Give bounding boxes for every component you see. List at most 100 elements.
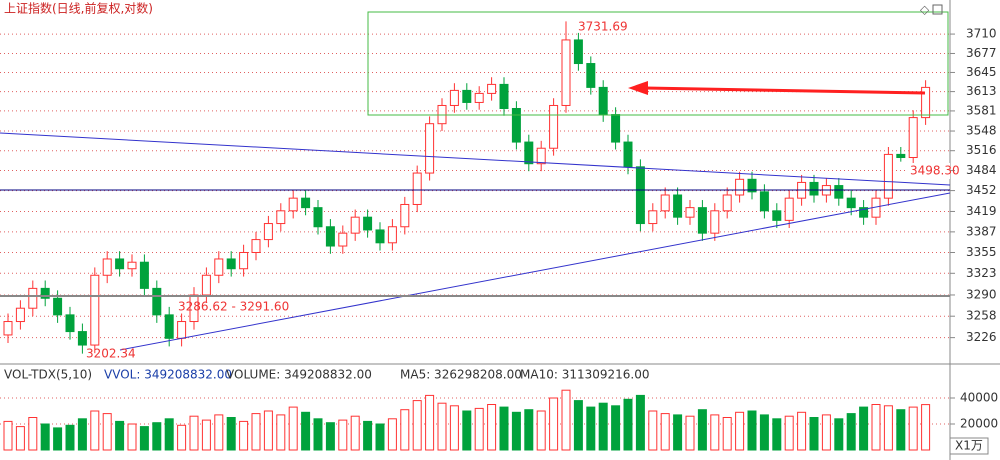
indicator: VOLUME: 349208832.00 bbox=[226, 368, 372, 382]
candle-body bbox=[251, 239, 261, 253]
candle-body bbox=[164, 314, 174, 339]
volume-bar bbox=[288, 406, 298, 451]
volume-bar bbox=[425, 394, 435, 451]
volume-bar bbox=[586, 406, 596, 451]
y-tick-label: 3258 bbox=[966, 309, 997, 323]
volume-bar bbox=[102, 413, 112, 451]
volume-bar bbox=[65, 424, 75, 451]
volume-bar bbox=[400, 409, 410, 451]
candle-body bbox=[77, 331, 87, 346]
volume-bar bbox=[201, 419, 211, 451]
y-tick-label: 3710 bbox=[966, 27, 997, 41]
candle-body bbox=[635, 166, 645, 225]
candle-body bbox=[685, 207, 695, 218]
y-tick-label: 3419 bbox=[966, 204, 997, 218]
volume-bar bbox=[263, 410, 273, 451]
candle-body bbox=[499, 83, 509, 109]
candle-body bbox=[350, 216, 360, 234]
volume-bar bbox=[908, 406, 918, 451]
candle-body bbox=[859, 207, 869, 218]
volume-bar bbox=[598, 402, 608, 451]
candle-body bbox=[735, 178, 745, 196]
candle-body bbox=[586, 63, 596, 88]
candle-body bbox=[511, 107, 521, 143]
chart-title: 上证指数(日线,前复权,对数) bbox=[4, 1, 153, 16]
icon[interactable]: ◇ bbox=[920, 3, 930, 17]
candle-body bbox=[201, 274, 211, 296]
y-tick-label: 20000 bbox=[960, 417, 998, 431]
candle-body bbox=[809, 181, 819, 196]
y-tick-label: 3484 bbox=[966, 163, 997, 177]
volume-bar bbox=[127, 423, 137, 451]
candle-body bbox=[40, 287, 50, 299]
candle-body bbox=[226, 258, 236, 270]
volume-bar bbox=[28, 417, 38, 451]
volume-bar bbox=[387, 418, 397, 451]
y-tick-label: 3355 bbox=[966, 245, 997, 259]
volume-bar bbox=[697, 409, 707, 451]
icon[interactable] bbox=[932, 4, 943, 15]
label-box bbox=[906, 163, 950, 179]
volume-bar bbox=[301, 411, 311, 451]
volume-bar bbox=[251, 413, 261, 451]
volume-bar bbox=[685, 415, 695, 451]
candle-body bbox=[722, 194, 732, 212]
candle-body bbox=[648, 210, 658, 225]
volume-bar bbox=[325, 422, 335, 451]
y-tick-label: 3452 bbox=[966, 183, 997, 197]
volume-bar bbox=[152, 422, 162, 451]
unit-label: X1万 bbox=[955, 439, 983, 453]
annotation: 3498.30 bbox=[910, 164, 960, 178]
candle-body bbox=[772, 210, 782, 221]
candle-body bbox=[65, 314, 75, 333]
volume-bar bbox=[648, 410, 658, 451]
candle-body bbox=[425, 123, 435, 174]
indicator: VVOL: 349208832.00 bbox=[104, 368, 232, 382]
candle-body bbox=[301, 197, 311, 209]
candle-body bbox=[883, 153, 893, 199]
candle-body bbox=[288, 197, 298, 212]
volume-bar bbox=[784, 415, 794, 451]
candle-body bbox=[846, 197, 856, 209]
volume-bar bbox=[115, 420, 125, 451]
candle-body bbox=[710, 210, 720, 234]
selection-box bbox=[367, 11, 949, 116]
annotation: 3202.34 bbox=[86, 347, 136, 361]
volume-bar bbox=[164, 418, 174, 451]
candle-body bbox=[759, 191, 769, 212]
candle-body bbox=[263, 223, 273, 241]
candle-body bbox=[524, 141, 534, 165]
y-tick-label: 3548 bbox=[966, 124, 997, 138]
volume-title: VOL-TDX(5,10) bbox=[4, 368, 92, 382]
annotation: 3286.62 - 3291.60 bbox=[178, 300, 289, 314]
volume-bar bbox=[573, 400, 583, 451]
volume-bar bbox=[177, 424, 187, 451]
volume-bar bbox=[623, 398, 633, 451]
candle-body bbox=[536, 147, 546, 165]
y-tick-label: 40000 bbox=[960, 391, 998, 405]
volume-bar bbox=[735, 411, 745, 451]
volume-bar bbox=[139, 426, 149, 451]
candle-body bbox=[623, 141, 633, 168]
candle-body bbox=[28, 287, 38, 309]
candle-body bbox=[784, 197, 794, 221]
candle-body bbox=[387, 226, 397, 244]
candle-body bbox=[239, 251, 249, 270]
indicator: MA5: 326298208.00 bbox=[400, 368, 522, 382]
volume-bar bbox=[40, 423, 50, 451]
volume-bar bbox=[846, 413, 856, 451]
volume-bar bbox=[821, 414, 831, 451]
volume-bar bbox=[871, 404, 881, 451]
volume-bar bbox=[375, 423, 385, 451]
volume-bar bbox=[536, 410, 546, 451]
volume-bar bbox=[462, 410, 472, 451]
candle-body bbox=[462, 89, 472, 103]
volume-bar bbox=[896, 409, 906, 451]
candle-body bbox=[908, 117, 918, 159]
volume-bar bbox=[499, 406, 509, 451]
candle-body bbox=[139, 261, 149, 289]
volume-bar bbox=[474, 407, 484, 451]
candle-body bbox=[474, 92, 484, 103]
